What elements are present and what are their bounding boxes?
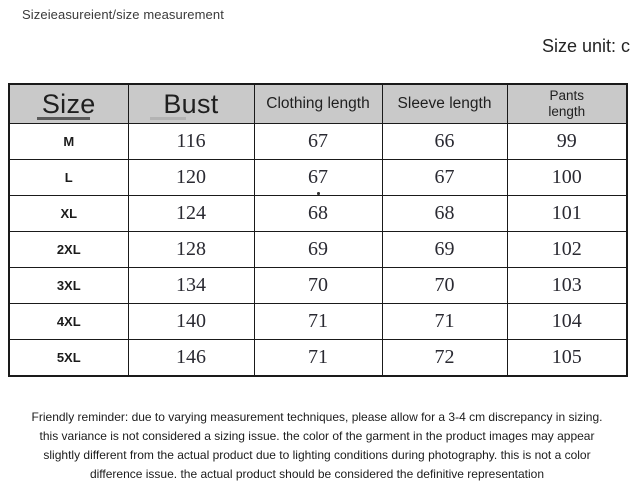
table-row-xl: XL 124 68 68 101 <box>8 195 628 232</box>
size-cell: M <box>8 123 129 160</box>
column-header-sleeve-length: Sleeve length <box>381 83 508 124</box>
bust-cell: 134 <box>127 267 255 304</box>
column-header-clothing-length: Clothing length <box>253 83 383 124</box>
size-measurement-table: Size Bust Clothing length Sleeve length … <box>8 83 628 377</box>
sleeve-cell: 66 <box>381 123 508 160</box>
table-row-5xl: 5XL 146 71 72 105 <box>8 339 628 376</box>
reminder-line: slightly different from the actual produ… <box>43 448 591 462</box>
pants-cell: 101 <box>506 195 628 232</box>
pants-cell: 104 <box>506 303 628 340</box>
bust-cell: 124 <box>127 195 255 232</box>
bust-cell: 120 <box>127 159 255 196</box>
pants-cell: 99 <box>506 123 628 160</box>
column-header-bust: Bust <box>127 83 255 124</box>
header-row: Size Bust Clothing length Sleeve length … <box>8 83 628 124</box>
sleeve-cell: 68 <box>381 195 508 232</box>
bust-cell: 128 <box>127 231 255 268</box>
bust-cell: 140 <box>127 303 255 340</box>
clothing-cell: 71 <box>253 303 383 340</box>
friendly-reminder-text: Friendly reminder: due to varying measur… <box>0 408 634 484</box>
size-cell: 4XL <box>8 303 129 340</box>
column-header-pants-length: Pants length <box>506 83 628 124</box>
table-row-3xl: 3XL 134 70 70 103 <box>8 267 628 304</box>
clothing-cell: 70 <box>253 267 383 304</box>
size-unit-label: Size unit: c <box>541 36 630 56</box>
clothing-cell: 67 <box>253 159 383 196</box>
clothing-cell: 67 <box>253 123 383 160</box>
sleeve-cell: 67 <box>381 159 508 196</box>
table-row-4xl: 4XL 140 71 71 104 <box>8 303 628 340</box>
sleeve-cell: 70 <box>381 267 508 304</box>
table-row-l: L 120 67 67 100 <box>8 159 628 196</box>
table-body: M 116 67 66 99 L 120 67 67 100 XL 124 68… <box>8 123 628 376</box>
bust-header-underline-artifact <box>150 117 186 120</box>
table-row-2xl: 2XL 128 69 69 102 <box>8 231 628 268</box>
pants-cell: 102 <box>506 231 628 268</box>
clothing-cell: 68 <box>253 195 383 232</box>
page-title: Sizeieasureient/size measurement <box>22 7 224 22</box>
sleeve-cell: 72 <box>381 339 508 376</box>
stray-dot-artifact <box>317 192 320 195</box>
clothing-cell: 71 <box>253 339 383 376</box>
pants-cell: 100 <box>506 159 628 196</box>
bust-cell: 146 <box>127 339 255 376</box>
size-cell: L <box>8 159 129 196</box>
size-cell: 5XL <box>8 339 129 376</box>
reminder-line: this variance is not considered a sizing… <box>39 429 595 443</box>
table-row-m: M 116 67 66 99 <box>8 123 628 160</box>
clothing-cell: 69 <box>253 231 383 268</box>
sleeve-cell: 69 <box>381 231 508 268</box>
reminder-line: Friendly reminder: due to varying measur… <box>31 410 603 424</box>
size-cell: 3XL <box>8 267 129 304</box>
bust-cell: 116 <box>127 123 255 160</box>
size-cell: 2XL <box>8 231 129 268</box>
size-cell: XL <box>8 195 129 232</box>
table-header: Size Bust Clothing length Sleeve length … <box>8 83 628 124</box>
size-header-underline-artifact <box>37 117 90 120</box>
pants-cell: 103 <box>506 267 628 304</box>
pants-cell: 105 <box>506 339 628 376</box>
sleeve-cell: 71 <box>381 303 508 340</box>
